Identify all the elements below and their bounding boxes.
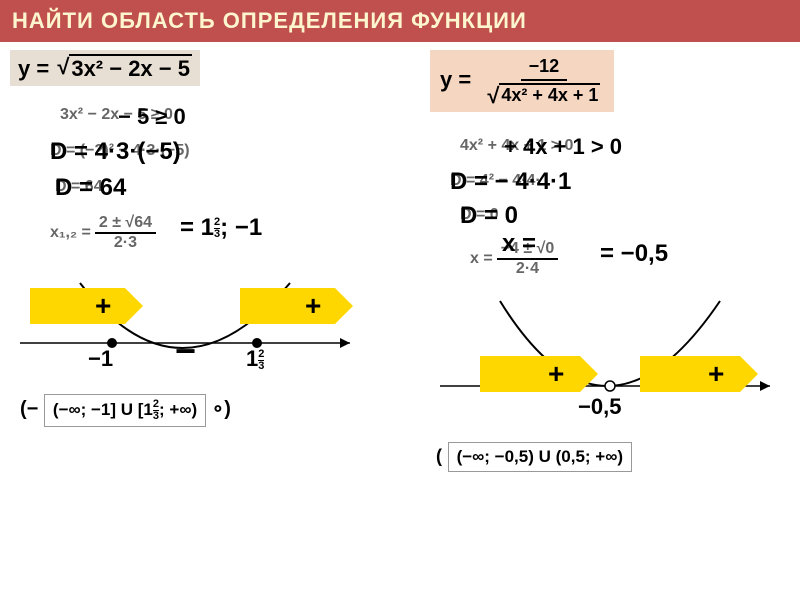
d-fg: D = 4·3·(−5) [50, 138, 181, 166]
right-x-line: x = −4 ± √0 2·4 x = = −0,5 [470, 236, 800, 276]
r-den: 4x² + 4x + 1 [483, 81, 604, 108]
left-D-line1: D = (−2)² − 4·3·(−5) D = 4·3·(−5) [50, 138, 410, 168]
r-axis-label: −0,5 [578, 394, 621, 420]
x-den-bg: 2·3 [110, 234, 141, 252]
plus1: + [95, 290, 111, 322]
left-x-line: x₁,₂ = 2 ± √64 2·3 = 123; −1 [50, 208, 410, 248]
d2-fg: D = 64 [55, 174, 126, 202]
r-x-den: 2·4 [512, 260, 543, 278]
ineq-fg: − 5 ≥ 0 [118, 104, 186, 130]
x-label-bg: x₁,₂ = [50, 224, 91, 242]
right-D1: D = 4² − 4·4·1 D = − 4·4·1 [450, 168, 800, 196]
r-plus1: + [548, 358, 564, 390]
ans-pre: (− [20, 398, 38, 420]
left-inequality: 3x² − 2x − 5 ≥ 0 − 5 ≥ 0 [60, 104, 410, 132]
y-eq-r: y = [440, 67, 471, 92]
plus2: + [305, 290, 321, 322]
sqrt-expr: 3x² − 2x − 5 [69, 54, 192, 82]
right-column: y = −12 4x² + 4x + 1 4x² + 4x + 1 > 0 + … [430, 50, 800, 472]
left-column: y = 3x² − 2x − 5 3x² − 2x − 5 ≥ 0 − 5 ≥ … [10, 50, 410, 427]
r-den-expr: 4x² + 4x + 1 [501, 85, 598, 105]
r-d-fg: D = − 4·4·1 [450, 168, 571, 196]
slide-title: НАЙТИ ОБЛАСТЬ ОПРЕДЕЛЕНИЯ ФУНКЦИИ [0, 0, 800, 42]
right-arrow-2 [640, 356, 740, 392]
r-d2-fg: D = 0 [460, 202, 518, 230]
axis-right-label: 123 [246, 346, 264, 372]
right-arrow-1 [480, 356, 580, 392]
x-fg: = 123; −1 [180, 214, 262, 242]
right-answer-row: ( (−∞; −0,5) U (0,5; +∞) [436, 442, 800, 472]
sqrt-body: 3x² − 2x − 5 [71, 56, 190, 81]
r-x-fg: = −0,5 [600, 240, 668, 268]
r-plus2: + [708, 358, 724, 390]
right-inequality: 4x² + 4x + 1 > 0 + 4x + 1 > 0 [460, 134, 800, 162]
y-eq: y = [18, 56, 49, 81]
left-answer-row: (− (−∞; −1] U [123; +∞) ∘) [20, 394, 410, 427]
right-D2: D = 0 D = 0 [460, 202, 800, 230]
r-ineq-fg: + 4x + 1 > 0 [504, 134, 622, 160]
left-formula: y = 3x² − 2x − 5 [10, 50, 200, 86]
minus1: − [175, 330, 196, 372]
left-graph: + + − −1 123 [10, 258, 370, 388]
right-formula: y = −12 4x² + 4x + 1 [430, 50, 614, 112]
x-num-bg: 2 ± √64 [95, 214, 156, 234]
right-graph: + + −0,5 [430, 286, 790, 436]
left-answer-box: (−∞; −1] U [123; +∞) [44, 394, 206, 427]
left-D-line2: D = 64 D = 64 [55, 174, 410, 202]
r-num: −12 [521, 54, 568, 81]
axis-left-label: −1 [88, 346, 113, 372]
r-x-label: x = [470, 250, 493, 268]
right-answer-box: (−∞; −0,5) U (0,5; +∞) [448, 442, 632, 472]
ans-suf: ∘) [212, 398, 231, 420]
